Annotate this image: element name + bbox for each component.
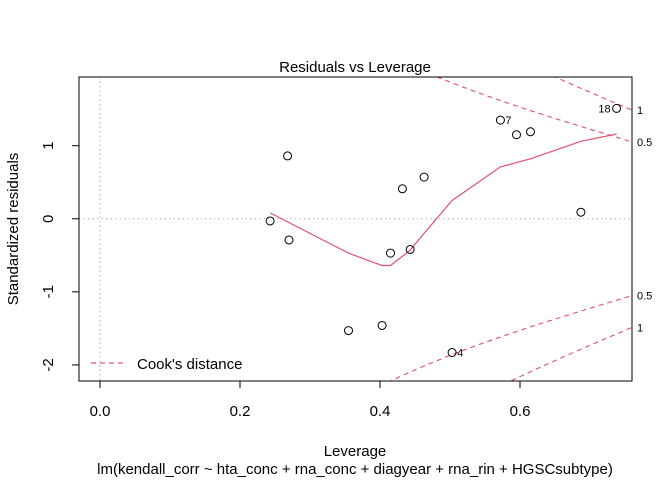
data-point — [344, 326, 353, 336]
y-axis: -2 -1 0 1 — [40, 142, 80, 372]
x-tick-label: 0.4 — [370, 403, 391, 420]
point-label: 18 — [598, 103, 610, 115]
smooth-line — [269, 133, 617, 267]
x-axis: 0.0 0.2 0.4 0.6 — [90, 380, 531, 420]
point-label: 7 — [505, 115, 511, 127]
cooks-label-0.5-lower: 0.5 — [637, 291, 652, 303]
y-tick-label: -1 — [40, 285, 57, 298]
smooth-line-layer — [269, 133, 617, 267]
data-point — [284, 235, 294, 245]
cooks-label-1-lower: 1 — [637, 322, 643, 334]
cooks-label-0.5-upper: 0.5 — [637, 137, 652, 149]
cooks-distance-labels: 0.5 0.5 1 1 — [637, 105, 652, 334]
x-tick-label: 0.2 — [230, 403, 251, 420]
y-tick-label: 1 — [40, 142, 57, 150]
data-point — [447, 348, 457, 357]
data-point — [612, 103, 622, 113]
data-point — [495, 115, 505, 125]
data-point — [397, 184, 407, 194]
x-tick-label: 0.0 — [90, 403, 111, 420]
data-point — [405, 244, 415, 254]
y-tick-label: 0 — [40, 215, 57, 223]
data-point — [265, 216, 275, 226]
legend: Cook's distance — [91, 356, 242, 373]
data-point — [283, 151, 293, 161]
y-tick-label: -2 — [40, 358, 57, 371]
x-axis-label: Leverage — [324, 443, 387, 460]
cooks-contour-1-upper — [553, 77, 632, 111]
cooks-contour-1-lower — [509, 326, 632, 381]
x-axis-subtitle: lm(kendall_corr ~ hta_conc + rna_conc + … — [97, 461, 613, 478]
data-point — [419, 172, 429, 182]
data-point — [377, 320, 387, 330]
data-point — [576, 207, 586, 217]
legend-label: Cook's distance — [137, 356, 242, 373]
data-point — [512, 130, 521, 140]
x-tick-label: 0.6 — [510, 403, 531, 420]
data-point — [386, 248, 395, 258]
y-axis-label: Standardized residuals — [5, 153, 22, 306]
cooks-label-1-upper: 1 — [637, 105, 643, 117]
plot-frame — [78, 76, 633, 382]
reference-lines — [79, 77, 632, 381]
cooks-distance-contours — [389, 77, 632, 381]
point-label: 4 — [457, 348, 463, 360]
data-points — [265, 103, 622, 357]
point-labels: 4 7 18 — [457, 103, 610, 359]
chart-title: Residuals vs Leverage — [279, 59, 431, 76]
data-point — [526, 127, 535, 137]
